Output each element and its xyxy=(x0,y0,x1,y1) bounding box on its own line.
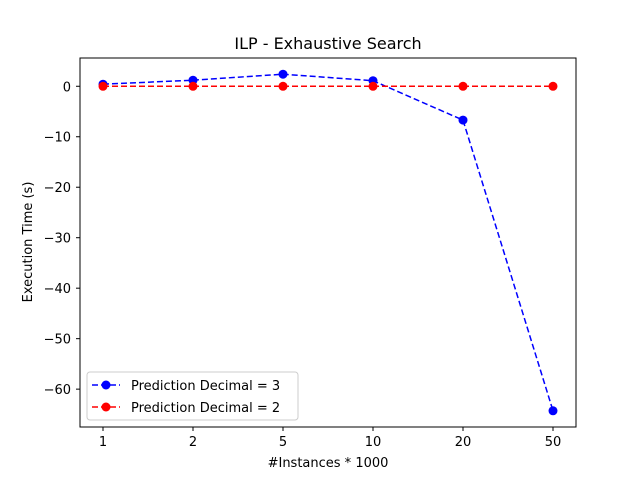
legend-swatch-marker xyxy=(101,380,111,390)
y-tick-label: −20 xyxy=(44,181,71,196)
x-tick-label: 20 xyxy=(455,435,472,450)
data-point xyxy=(278,69,288,79)
x-axis: 1 2 5 10 20 50 xyxy=(99,427,561,450)
series-layer xyxy=(98,69,558,416)
x-tick-label: 2 xyxy=(189,435,197,450)
y-axis-label: Execution Time (s) xyxy=(21,182,36,303)
x-tick-label: 1 xyxy=(99,435,107,450)
legend-entry-1: Prediction Decimal = 3 xyxy=(92,379,280,394)
data-point xyxy=(548,406,558,416)
y-tick-label: −60 xyxy=(44,383,71,398)
data-point xyxy=(458,81,468,91)
legend-label: Prediction Decimal = 2 xyxy=(131,401,280,416)
series-line xyxy=(102,73,554,412)
y-tick-label: −50 xyxy=(44,333,71,348)
plot-area xyxy=(79,57,577,428)
data-point xyxy=(548,81,558,91)
y-tick-label: −10 xyxy=(44,131,71,146)
legend: Prediction Decimal = 3 Prediction Decimal… xyxy=(86,371,299,421)
legend-entry-2: Prediction Decimal = 2 xyxy=(92,401,280,416)
legend-frame xyxy=(86,371,299,421)
x-tick-label: 5 xyxy=(279,435,287,450)
x-tick-label: 50 xyxy=(545,435,562,450)
data-point xyxy=(458,115,468,125)
y-axis: 0 −10 −20 −30 −40 −50 −60 xyxy=(44,80,80,398)
data-point xyxy=(278,81,288,91)
legend-label: Prediction Decimal = 3 xyxy=(131,379,280,394)
data-point xyxy=(98,81,108,91)
x-axis-label: #Instances * 1000 xyxy=(268,456,389,471)
x-tick-label: 10 xyxy=(365,435,382,450)
chart-title: ILP - Exhaustive Search xyxy=(234,34,421,53)
y-tick-label: −40 xyxy=(44,282,71,297)
data-point xyxy=(368,81,378,91)
legend-swatch-marker xyxy=(101,402,111,412)
series-2 xyxy=(98,81,558,91)
y-tick-label: 0 xyxy=(63,80,71,95)
y-tick-label: −30 xyxy=(44,232,71,247)
data-point xyxy=(188,81,198,91)
